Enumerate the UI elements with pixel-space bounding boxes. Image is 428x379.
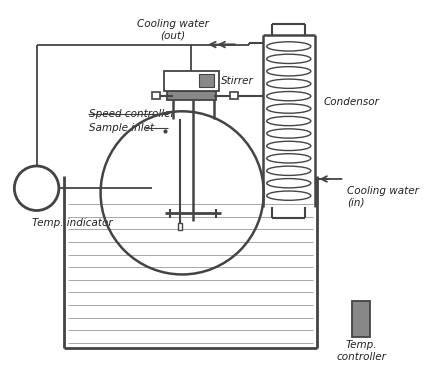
Text: Temp.
controller: Temp. controller bbox=[336, 340, 386, 362]
Bar bbox=[163, 70, 219, 91]
Bar bbox=[178, 222, 182, 230]
Bar bbox=[230, 92, 238, 99]
Text: Stirrer: Stirrer bbox=[221, 76, 254, 86]
Text: Condensor: Condensor bbox=[324, 97, 380, 108]
Text: Cooling water
(out): Cooling water (out) bbox=[137, 19, 209, 41]
Bar bbox=[352, 301, 370, 337]
Text: Speed controller: Speed controller bbox=[89, 109, 175, 119]
Text: Cooling water
(in): Cooling water (in) bbox=[347, 186, 419, 208]
Text: Temp. indicator: Temp. indicator bbox=[32, 218, 113, 228]
Text: Sample inlet: Sample inlet bbox=[89, 123, 155, 133]
Bar bbox=[152, 92, 160, 99]
Bar bbox=[167, 91, 216, 100]
Bar bbox=[199, 74, 214, 87]
